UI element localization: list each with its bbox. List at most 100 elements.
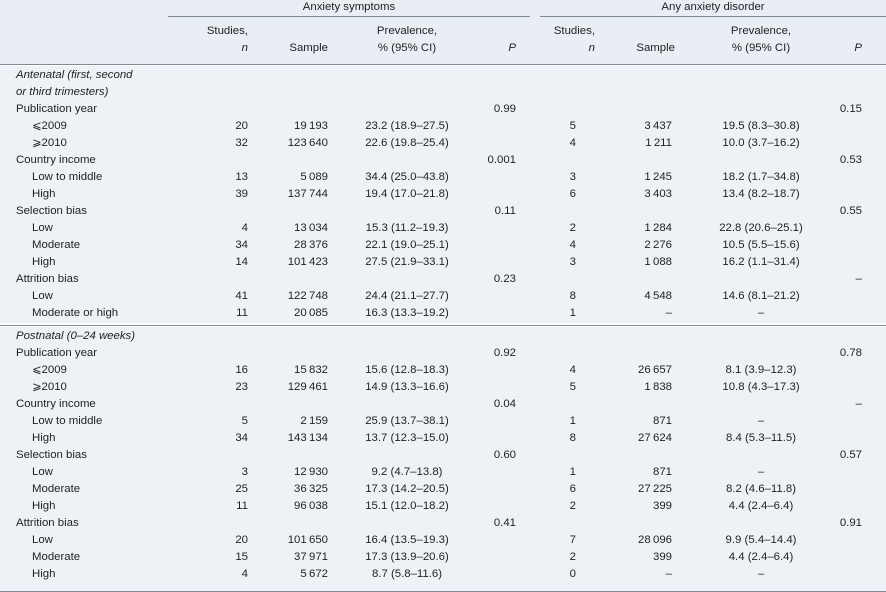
prevalence-any-anxiety-disorder: 8.4 (5.3–11.5) <box>725 432 797 444</box>
section-background <box>0 327 886 591</box>
prevalence-anxiety-symptoms: 22.6 (19.8–25.4) <box>365 137 449 149</box>
prevalence-any-anxiety-disorder: – <box>757 568 765 580</box>
sample-size-anxiety-symptoms: 15 832 <box>294 364 328 376</box>
prevalence-any-anxiety-disorder: – <box>757 307 765 319</box>
prevalence-any-anxiety-disorder: 18.2 (1.7–34.8) <box>722 171 800 183</box>
prevalence-anxiety-symptoms: 13.7 (12.3–15.0) <box>365 432 449 444</box>
sample-size-any-anxiety-disorder: 871 <box>652 415 672 427</box>
sample-size-anxiety-symptoms: 19 193 <box>294 120 328 132</box>
sample-size-anxiety-symptoms: 129 461 <box>287 381 328 393</box>
header-bottom-rule <box>0 64 886 65</box>
prevalence-anxiety-symptoms: 14.9 (13.3–16.6) <box>365 381 449 393</box>
studies-count-any-anxiety-disorder: 1 <box>569 466 576 478</box>
row-label: ⩽2009 <box>32 120 67 132</box>
col-header-ci-1: % (95% CI) <box>377 42 437 54</box>
section-title: or third trimesters) <box>16 86 109 98</box>
studies-count-any-anxiety-disorder: 5 <box>569 381 576 393</box>
studies-count-anxiety-symptoms: 39 <box>235 188 248 200</box>
col-header-studies-1: Studies, <box>206 25 248 37</box>
p-value-anxiety-symptoms: 0.60 <box>493 449 516 461</box>
sample-size-any-anxiety-disorder: 3 403 <box>644 188 672 200</box>
col-header-p-1: P <box>508 42 516 54</box>
prevalence-anxiety-symptoms: 15.6 (12.8–18.3) <box>365 364 449 376</box>
studies-count-anxiety-symptoms: 23 <box>235 381 248 393</box>
group-rule-anxiety-symptoms <box>168 16 530 17</box>
row-label: ⩾2010 <box>32 137 67 149</box>
prevalence-any-anxiety-disorder: 22.8 (20.6–25.1) <box>719 222 803 234</box>
row-label: Low <box>32 534 53 546</box>
sample-size-any-anxiety-disorder: 1 838 <box>644 381 672 393</box>
sample-size-anxiety-symptoms: 12 930 <box>294 466 328 478</box>
prevalence-anxiety-symptoms: 9.2 (4.7–13.8) <box>371 466 443 478</box>
p-value-anxiety-symptoms: 0.04 <box>493 398 516 410</box>
prevalence-anxiety-symptoms: 27.5 (21.9–33.1) <box>365 256 449 268</box>
studies-count-any-anxiety-disorder: 2 <box>569 551 576 563</box>
sample-size-anxiety-symptoms: 5 089 <box>300 171 328 183</box>
studies-count-any-anxiety-disorder: 2 <box>569 500 576 512</box>
studies-count-anxiety-symptoms: 11 <box>236 307 248 319</box>
studies-count-anxiety-symptoms: 41 <box>235 290 248 302</box>
studies-count-anxiety-symptoms: 4 <box>241 222 248 234</box>
sample-size-any-anxiety-disorder: 1 088 <box>644 256 672 268</box>
p-value-any-anxiety-disorder: 0.78 <box>839 347 862 359</box>
row-label: Low to middle <box>32 415 103 427</box>
prevalence-any-anxiety-disorder: 16.2 (1.1–31.4) <box>722 256 800 268</box>
studies-count-anxiety-symptoms: 34 <box>235 239 248 251</box>
studies-count-any-anxiety-disorder: 8 <box>569 432 576 444</box>
row-label: Moderate <box>32 239 81 251</box>
sample-size-anxiety-symptoms: 96 038 <box>294 500 328 512</box>
table-header-background <box>0 0 886 64</box>
studies-count-anxiety-symptoms: 32 <box>235 137 248 149</box>
row-label: Low <box>32 222 53 234</box>
prevalence-any-anxiety-disorder: 14.6 (8.1–21.2) <box>722 290 800 302</box>
studies-count-any-anxiety-disorder: 4 <box>569 239 576 251</box>
prevalence-any-anxiety-disorder: 8.1 (3.9–12.3) <box>725 364 797 376</box>
p-value-any-anxiety-disorder: 0.91 <box>839 517 862 529</box>
subgroup-label: Country income <box>16 154 96 166</box>
prevalence-any-anxiety-disorder: 10.8 (4.3–17.3) <box>722 381 800 393</box>
p-value-any-anxiety-disorder: 0.57 <box>839 449 862 461</box>
studies-count-any-anxiety-disorder: 8 <box>569 290 576 302</box>
row-label: Low to middle <box>32 171 103 183</box>
studies-count-any-anxiety-disorder: 6 <box>569 483 576 495</box>
prevalence-anxiety-symptoms: 17.3 (13.9–20.6) <box>365 551 449 563</box>
col-header-studies-2: Studies, <box>553 25 595 37</box>
sample-size-any-anxiety-disorder: – <box>665 307 672 319</box>
sample-size-any-anxiety-disorder: – <box>665 568 672 580</box>
row-label: ⩽2009 <box>32 364 67 376</box>
sample-size-anxiety-symptoms: 2 159 <box>300 415 328 427</box>
row-label: Moderate or high <box>32 307 119 319</box>
studies-count-any-anxiety-disorder: 1 <box>569 415 576 427</box>
prevalence-anxiety-symptoms: 24.4 (21.1–27.7) <box>365 290 449 302</box>
p-value-anxiety-symptoms: 0.99 <box>493 103 516 115</box>
studies-count-any-anxiety-disorder: 3 <box>569 256 576 268</box>
prevalence-any-anxiety-disorder: 8.2 (4.6–11.8) <box>725 483 797 495</box>
prevalence-any-anxiety-disorder: – <box>757 415 765 427</box>
group-rule-any-anxiety-disorder <box>540 16 886 17</box>
p-value-anxiety-symptoms: 0.11 <box>494 205 516 217</box>
subgroup-label: Selection bias <box>16 449 87 461</box>
prevalence-anxiety-symptoms: 34.4 (25.0–43.8) <box>365 171 449 183</box>
sample-size-any-anxiety-disorder: 3 437 <box>644 120 672 132</box>
subgroup-label: Publication year <box>16 347 98 359</box>
prevalence-any-anxiety-disorder: 19.5 (8.3–30.8) <box>722 120 800 132</box>
studies-count-any-anxiety-disorder: 7 <box>569 534 576 546</box>
sample-size-any-anxiety-disorder: 1 245 <box>644 171 672 183</box>
row-label: Low <box>32 290 53 302</box>
studies-count-anxiety-symptoms: 20 <box>235 120 248 132</box>
sample-size-anxiety-symptoms: 101 423 <box>287 256 328 268</box>
row-label: Low <box>32 466 53 478</box>
col-header-prevalence-1: Prevalence, <box>376 25 438 37</box>
prevalence-anxiety-symptoms: 15.3 (11.2–19.3) <box>365 222 449 234</box>
subgroup-label: Publication year <box>16 103 98 115</box>
sample-size-any-anxiety-disorder: 27 225 <box>638 483 672 495</box>
studies-count-anxiety-symptoms: 5 <box>241 415 248 427</box>
sample-size-anxiety-symptoms: 137 744 <box>287 188 328 200</box>
studies-count-any-anxiety-disorder: 3 <box>569 171 576 183</box>
sample-size-any-anxiety-disorder: 2 276 <box>644 239 672 251</box>
prevalence-anxiety-symptoms: 8.7 (5.8–11.6) <box>371 568 443 580</box>
sample-size-anxiety-symptoms: 122 748 <box>287 290 328 302</box>
col-header-n-1: n <box>241 42 248 54</box>
sample-size-anxiety-symptoms: 37 971 <box>294 551 328 563</box>
